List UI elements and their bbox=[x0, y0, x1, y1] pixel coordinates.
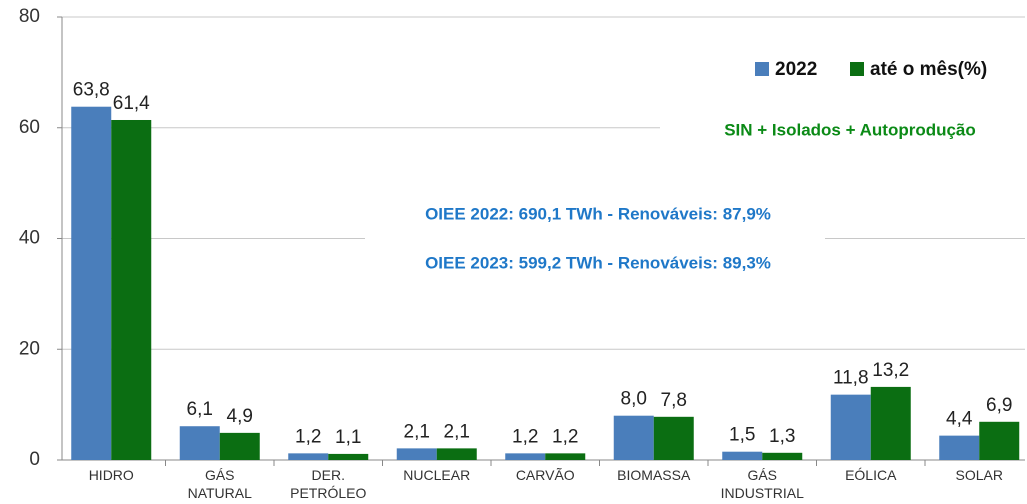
bar bbox=[830, 394, 871, 460]
bar bbox=[762, 452, 803, 460]
data-label: 6,9 bbox=[986, 395, 1012, 416]
data-label: 63,8 bbox=[73, 80, 110, 101]
bar bbox=[436, 448, 477, 460]
x-tick-label: CARVÃO bbox=[515, 467, 575, 483]
data-label: 8,0 bbox=[621, 389, 647, 410]
data-label: 61,4 bbox=[113, 93, 150, 114]
data-label: 1,1 bbox=[335, 427, 361, 448]
bar bbox=[396, 448, 437, 460]
bar bbox=[979, 421, 1020, 460]
legend-label: 2022 bbox=[775, 59, 817, 80]
y-tick-label: 60 bbox=[19, 117, 40, 138]
data-label: 4,9 bbox=[227, 406, 253, 427]
data-label: 1,3 bbox=[769, 426, 795, 447]
legend-swatch bbox=[755, 62, 769, 76]
bar bbox=[111, 119, 152, 460]
bar bbox=[722, 451, 763, 460]
x-tick-label: GÁS NATURAL bbox=[187, 467, 252, 501]
bar bbox=[939, 435, 980, 460]
annotation: SIN + Isolados + Autoprodução bbox=[724, 120, 976, 139]
y-tick-label: 40 bbox=[19, 228, 40, 249]
data-label: 6,1 bbox=[187, 399, 213, 420]
annotation: OIEE 2023: 599,2 TWh - Renováveis: 89,3% bbox=[425, 253, 771, 272]
data-label: 11,8 bbox=[833, 368, 869, 389]
data-label: 1,5 bbox=[729, 425, 755, 446]
data-label: 1,2 bbox=[512, 426, 538, 447]
data-label: 13,2 bbox=[872, 360, 909, 381]
bar bbox=[219, 432, 260, 460]
data-label: 2,1 bbox=[444, 421, 470, 442]
annotation-bg bbox=[365, 195, 825, 285]
bar bbox=[545, 453, 586, 460]
x-tick-label: SOLAR bbox=[955, 467, 1003, 483]
legend-swatch bbox=[850, 62, 864, 76]
bar bbox=[653, 416, 694, 460]
x-tick-label: EÓLICA bbox=[845, 467, 897, 483]
annotation-bg bbox=[660, 112, 1025, 150]
y-tick-label: 80 bbox=[19, 6, 40, 27]
bar bbox=[505, 453, 546, 460]
data-label: 7,8 bbox=[661, 390, 687, 411]
bar bbox=[328, 453, 369, 460]
x-tick-label: BIOMASSA bbox=[617, 467, 691, 483]
data-label: 4,4 bbox=[946, 409, 973, 430]
bar bbox=[179, 426, 220, 460]
data-label: 1,2 bbox=[295, 426, 321, 447]
x-tick-label: GÁS INDUSTRIAL bbox=[720, 467, 804, 501]
bar bbox=[613, 415, 654, 460]
y-tick-label: 0 bbox=[29, 449, 40, 470]
x-tick-label: DER. PETRÓLEO bbox=[290, 467, 367, 501]
bar bbox=[870, 386, 911, 460]
annotation: OIEE 2022: 690,1 TWh - Renováveis: 87,9% bbox=[425, 204, 771, 223]
y-tick-label: 20 bbox=[19, 338, 40, 359]
data-label: 1,2 bbox=[552, 426, 578, 447]
legend-label: até o mês(%) bbox=[870, 59, 987, 80]
data-label: 2,1 bbox=[404, 421, 430, 442]
bar bbox=[71, 106, 112, 461]
x-tick-label: HIDRO bbox=[88, 467, 134, 483]
bar bbox=[288, 453, 329, 460]
x-tick-label: NUCLEAR bbox=[403, 467, 471, 483]
